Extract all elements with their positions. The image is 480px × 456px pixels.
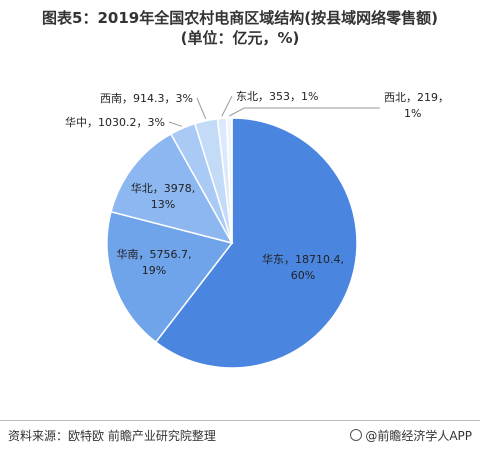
leader-line-3 [168, 121, 182, 127]
pie-slice-6 [225, 117, 233, 244]
slice-label-2: 华北，3978, 13% [131, 181, 196, 211]
leader-line-5 [221, 95, 233, 117]
chart-title: 图表5：2019年全国农村电商区域结构(按县域网络零售额) (单位：亿元，%) [0, 8, 480, 48]
slice-label-0: 华东，18710.4, 60% [262, 252, 344, 282]
chart-title-line1: 图表5：2019年全国农村电商区域结构(按县域网络零售额) [42, 9, 438, 27]
pie-chart: 华东，18710.4, 60% 华南，5756.7, 19% 华北，3978, 13% 华中… [65, 90, 449, 369]
slice-label-6: 西北，219， 1% [384, 91, 449, 120]
chart-title-line2: (单位：亿元，%) [180, 29, 300, 47]
pie-slice-2 [110, 132, 234, 245]
brand-icon [350, 429, 363, 441]
brand-credit: @前瞻经济学人APP [350, 426, 472, 446]
footer: 资料来源：欧特欧 前瞻产业研究院整理 @前瞻经济学人APP [8, 426, 472, 446]
leader-line-4 [196, 97, 207, 119]
pie-slice-1 [106, 210, 234, 344]
slice-label-4: 西南，914.3，3% [100, 92, 193, 105]
leader-line-6 [228, 107, 380, 117]
brand-credit-text: @前瞻经济学人APP [365, 429, 472, 443]
footer-divider [0, 420, 480, 421]
pie-slice-0 [154, 117, 358, 369]
slice-label-1: 华南，5756.7, 19% [117, 247, 192, 277]
slice-label-5: 东北，353，1% [236, 90, 318, 103]
slice-label-3: 华中，1030.2，3% [65, 115, 165, 129]
source-note: 资料来源：欧特欧 前瞻产业研究院整理 [8, 429, 216, 443]
